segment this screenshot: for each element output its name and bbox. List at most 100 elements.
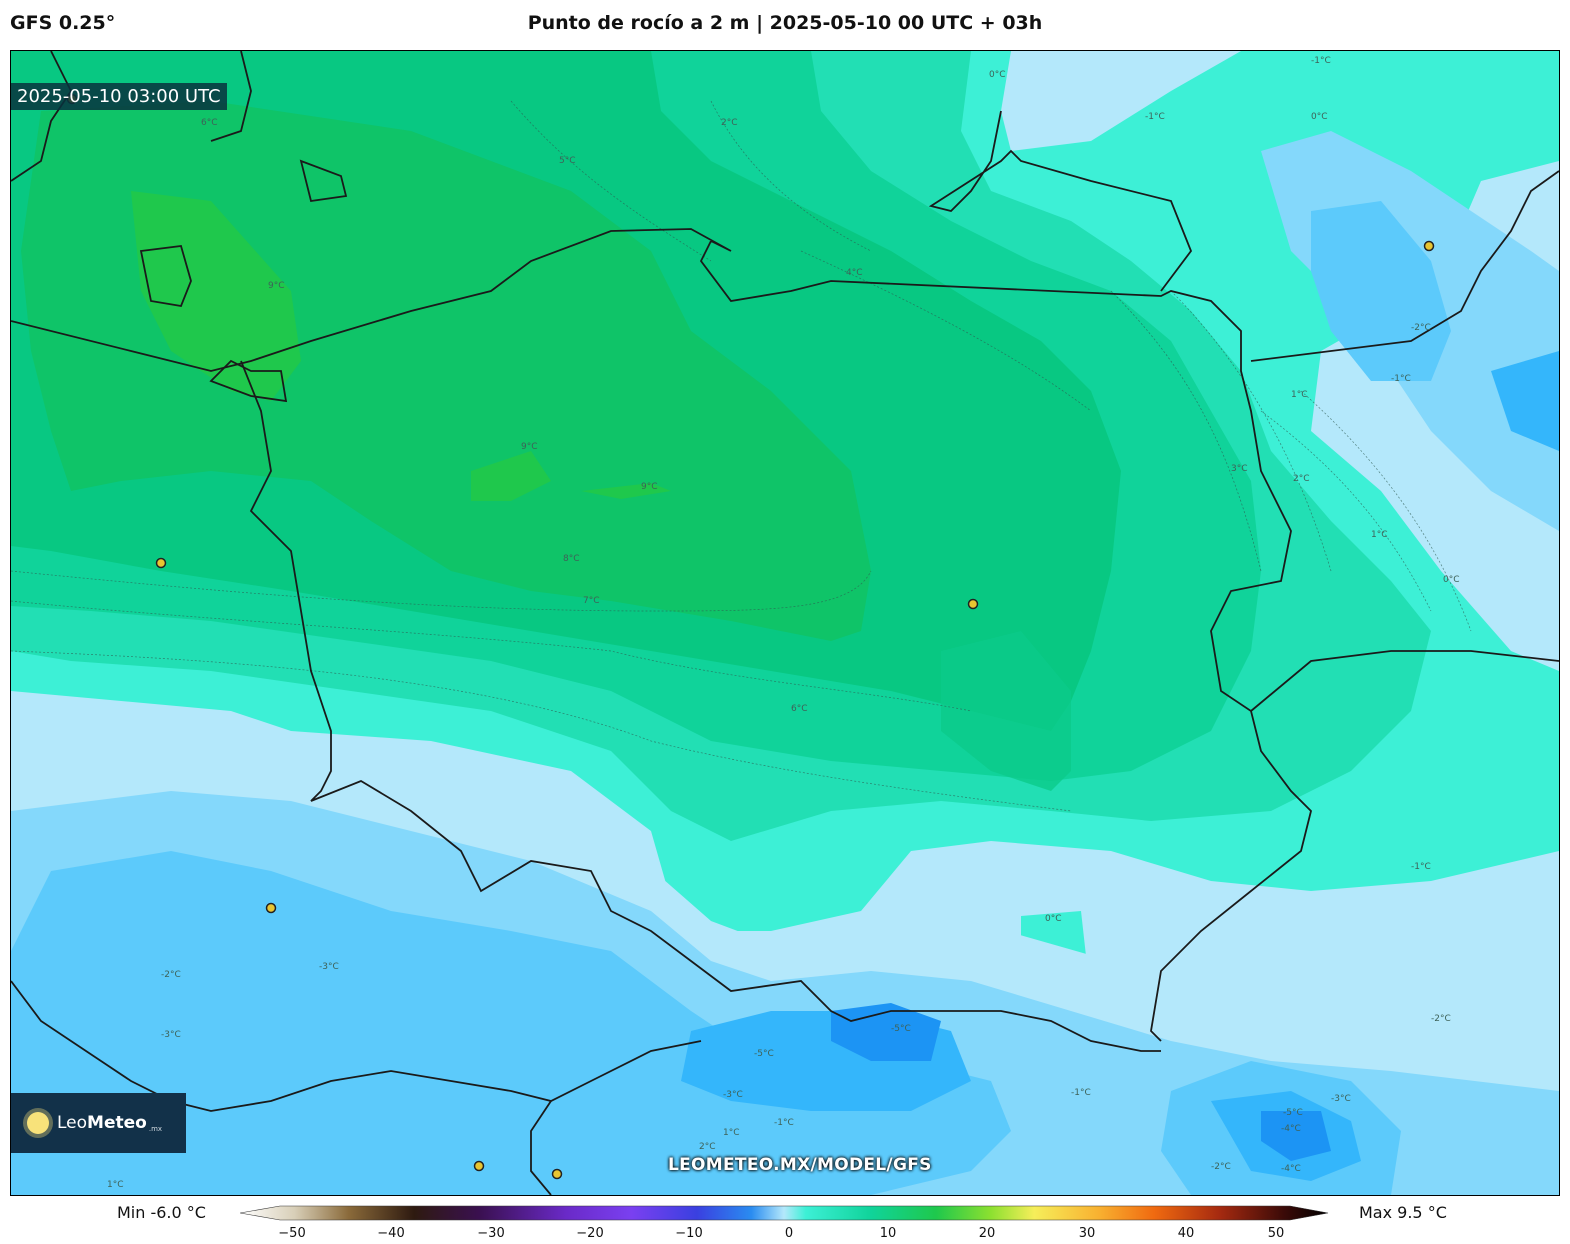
isoline-4c (800, 250, 1092, 412)
border-11 (11, 51, 73, 182)
border-7 (928, 110, 1193, 292)
border-9 (299, 159, 348, 203)
brand-logo[interactable]: LeoMeteo .mx (11, 1093, 186, 1153)
contour-label: 3°C (1231, 464, 1248, 474)
min-value-label: Min -6.0 °C (117, 1203, 206, 1222)
contour-label: -2°C (1431, 1014, 1451, 1024)
colorbar-tick: 50 (1267, 1226, 1285, 1241)
colorbar-tick: 20 (978, 1226, 996, 1241)
field-9c (131, 191, 301, 401)
city-marker[interactable] (1423, 240, 1435, 252)
contour-label: -3°C (1331, 1094, 1351, 1104)
max-value-label: Max 9.5 °C (1359, 1203, 1447, 1222)
contour-label: 6°C (201, 118, 218, 128)
field-m4c-east-ne (1491, 351, 1559, 451)
contour-label: 0°C (1311, 112, 1328, 122)
field-m3c-ne (1311, 201, 1451, 381)
field-m3c (11, 851, 1011, 1195)
contour-label: 5°C (559, 156, 576, 166)
valid-time-badge: 2025-05-10 03:00 UTC (11, 83, 227, 110)
border-5 (1250, 170, 1559, 362)
contour-label: 9°C (641, 482, 658, 492)
colorbar (240, 1205, 1329, 1221)
isoline-1c (1260, 410, 1432, 612)
field-m5c (831, 1003, 941, 1061)
contour-label: -1°C (1145, 112, 1165, 122)
contour-label: -1°C (1311, 56, 1331, 66)
colorbar-tick: −50 (278, 1226, 306, 1241)
field-9c-strip (581, 483, 671, 499)
border-2 (240, 360, 1161, 1052)
contour-label: 8°C (563, 554, 580, 564)
contour-label: -2°C (161, 970, 181, 980)
logo-text: LeoMeteo (57, 1113, 147, 1133)
colorbar-tick: 30 (1078, 1226, 1096, 1241)
isoline-2c (710, 100, 872, 252)
city-marker[interactable] (967, 598, 979, 610)
contour-label: -3°C (723, 1090, 743, 1100)
contour-label: 0°C (1045, 914, 1062, 924)
contour-label: 4°C (846, 268, 863, 278)
sun-icon (27, 1112, 49, 1134)
contour-label: 6°C (791, 704, 808, 714)
contour-label: 0°C (989, 70, 1006, 80)
isoline-6c (11, 650, 1072, 812)
logo-tld: .mx (148, 1125, 163, 1133)
contour-label: 0°C (1443, 575, 1460, 585)
field-9c-center (471, 451, 551, 501)
contour-label: 2°C (699, 1142, 716, 1152)
city-marker[interactable] (265, 902, 277, 914)
border-10 (139, 245, 192, 308)
colorbar-tick: −20 (576, 1226, 604, 1241)
isoline-7c (11, 600, 972, 712)
dewpoint-map[interactable]: 9°C 9°C 9°C 8°C 7°C 6°C 5°C 4°C 3°C 2°C … (11, 51, 1559, 1195)
border-12 (210, 51, 252, 142)
contour-label: -4°C (1281, 1124, 1301, 1134)
contour-label: 9°C (521, 442, 538, 452)
border-4 (530, 1100, 552, 1195)
contour-label: -2°C (1411, 323, 1431, 333)
isoline-0c (1300, 390, 1472, 632)
colorbar-tick: −30 (477, 1226, 505, 1241)
colorbar-tick: 0 (784, 1226, 794, 1241)
model-label: GFS 0.25° (10, 12, 116, 34)
contour-label: 7°C (583, 596, 600, 606)
border-8 (209, 359, 288, 403)
contour-label: -3°C (161, 1030, 181, 1040)
contour-label: -5°C (1283, 1108, 1303, 1118)
contour-label: 1°C (723, 1128, 740, 1138)
contour-label: 1°C (107, 1180, 124, 1190)
contour-label: 9°C (268, 281, 285, 291)
contour-label: 2°C (1293, 474, 1310, 484)
chart-title: Punto de rocío a 2 m | 2025-05-10 00 UTC… (527, 12, 1043, 34)
border-6 (1250, 650, 1559, 712)
contour-label: -2°C (1211, 1162, 1231, 1172)
border-1 (11, 228, 1312, 1042)
field-6c-east (941, 631, 1071, 791)
colorbar-gradient (240, 1205, 1329, 1221)
isoline-3c (1110, 290, 1262, 572)
colorbar-tick: −10 (675, 1226, 703, 1241)
contour-label: 1°C (1291, 390, 1308, 400)
city-marker[interactable] (473, 1160, 485, 1172)
city-marker[interactable] (551, 1168, 563, 1180)
contour-label: 2°C (721, 118, 738, 128)
contour-label: 1°C (1371, 530, 1388, 540)
map-panel[interactable]: 9°C 9°C 9°C 8°C 7°C 6°C 5°C 4°C 3°C 2°C … (10, 50, 1560, 1196)
contour-label: -3°C (319, 962, 339, 972)
isoline-2c-b (1170, 290, 1332, 572)
contour-label: -1°C (1411, 862, 1431, 872)
isoline-8c (11, 570, 872, 612)
contour-label: -1°C (1391, 374, 1411, 384)
colorbar-tick: −40 (377, 1226, 405, 1241)
colorbar-tick: 40 (1177, 1226, 1195, 1241)
field-m5c-east (1261, 1111, 1331, 1161)
contour-label: -5°C (754, 1049, 774, 1059)
contour-label: -5°C (891, 1024, 911, 1034)
city-marker[interactable] (155, 557, 167, 569)
colorbar-tick: 10 (879, 1226, 897, 1241)
source-watermark: LEOMETEO.MX/MODEL/GFS (668, 1155, 932, 1175)
contour-label: -4°C (1281, 1164, 1301, 1174)
border-3 (11, 980, 702, 1112)
contour-label: -1°C (774, 1118, 794, 1128)
